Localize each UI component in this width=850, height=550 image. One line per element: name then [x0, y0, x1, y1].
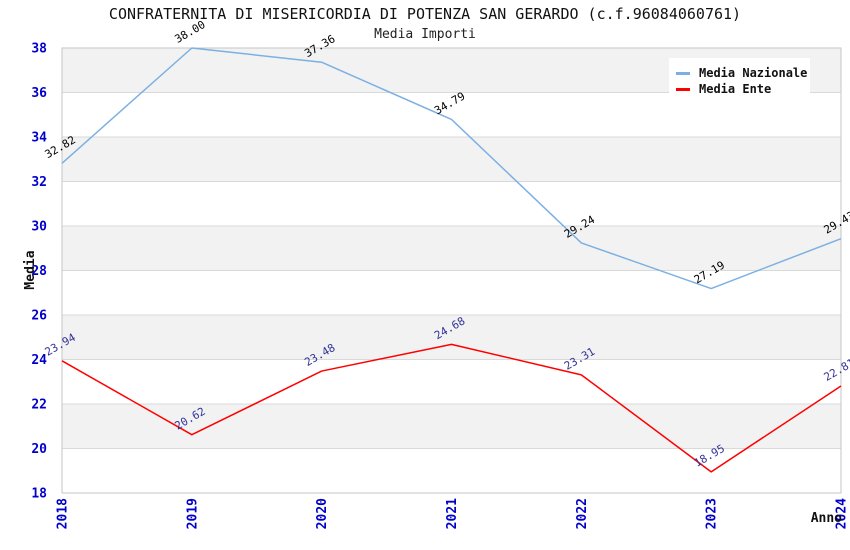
data-label-media-nazionale: 38.00	[172, 18, 207, 46]
plot-band	[62, 315, 841, 360]
y-tick-label: 20	[31, 442, 47, 457]
plot-band	[62, 137, 841, 182]
y-tick-label: 24	[31, 353, 47, 368]
y-tick-label: 36	[31, 86, 47, 101]
legend-item-media-ente: Media Ente	[676, 82, 810, 96]
y-tick-label: 22	[31, 398, 47, 413]
legend-swatch-media-nazionale	[676, 71, 690, 75]
y-tick-label: 26	[31, 309, 47, 324]
y-tick-label: 18	[31, 487, 47, 502]
x-tick-label: 2022	[575, 498, 590, 529]
legend: Media Nazionale Media Ente	[669, 58, 810, 104]
legend-label-media-ente: Media Ente	[699, 82, 772, 96]
chart-title: CONFRATERNITA DI MISERICORDIA DI POTENZA…	[108, 5, 742, 23]
data-label-media-nazionale: 34.79	[432, 89, 467, 117]
x-tick-label: 2024	[835, 498, 850, 529]
x-tick-label: 2019	[185, 498, 200, 529]
x-tick-label: 2018	[56, 498, 71, 529]
y-axis-title: Media	[23, 250, 38, 290]
y-tick-label: 38	[31, 42, 47, 57]
chart-subtitle: Media Importi	[374, 27, 476, 42]
y-tick-label: 28	[31, 264, 47, 279]
y-tick-label: 34	[31, 131, 47, 146]
y-tick-label: 32	[31, 175, 47, 190]
x-tick-label: 2021	[445, 498, 460, 529]
x-tick-label: 2020	[315, 498, 330, 529]
data-label-media-ente: 22.81	[822, 356, 850, 384]
legend-label-media-nazionale: Media Nazionale	[699, 66, 808, 80]
x-axis-title: Anno	[810, 511, 842, 526]
series-line-media-nazionale	[61, 47, 842, 290]
legend-swatch-media-ente	[676, 87, 690, 91]
x-tick-label: 2023	[705, 498, 720, 529]
plot-band	[62, 404, 841, 449]
plot-band	[62, 226, 841, 271]
plot-border	[61, 47, 842, 494]
legend-item-media-nazionale: Media Nazionale	[676, 66, 810, 80]
y-tick-label: 30	[31, 220, 47, 235]
series-line-media-ente	[61, 343, 842, 473]
